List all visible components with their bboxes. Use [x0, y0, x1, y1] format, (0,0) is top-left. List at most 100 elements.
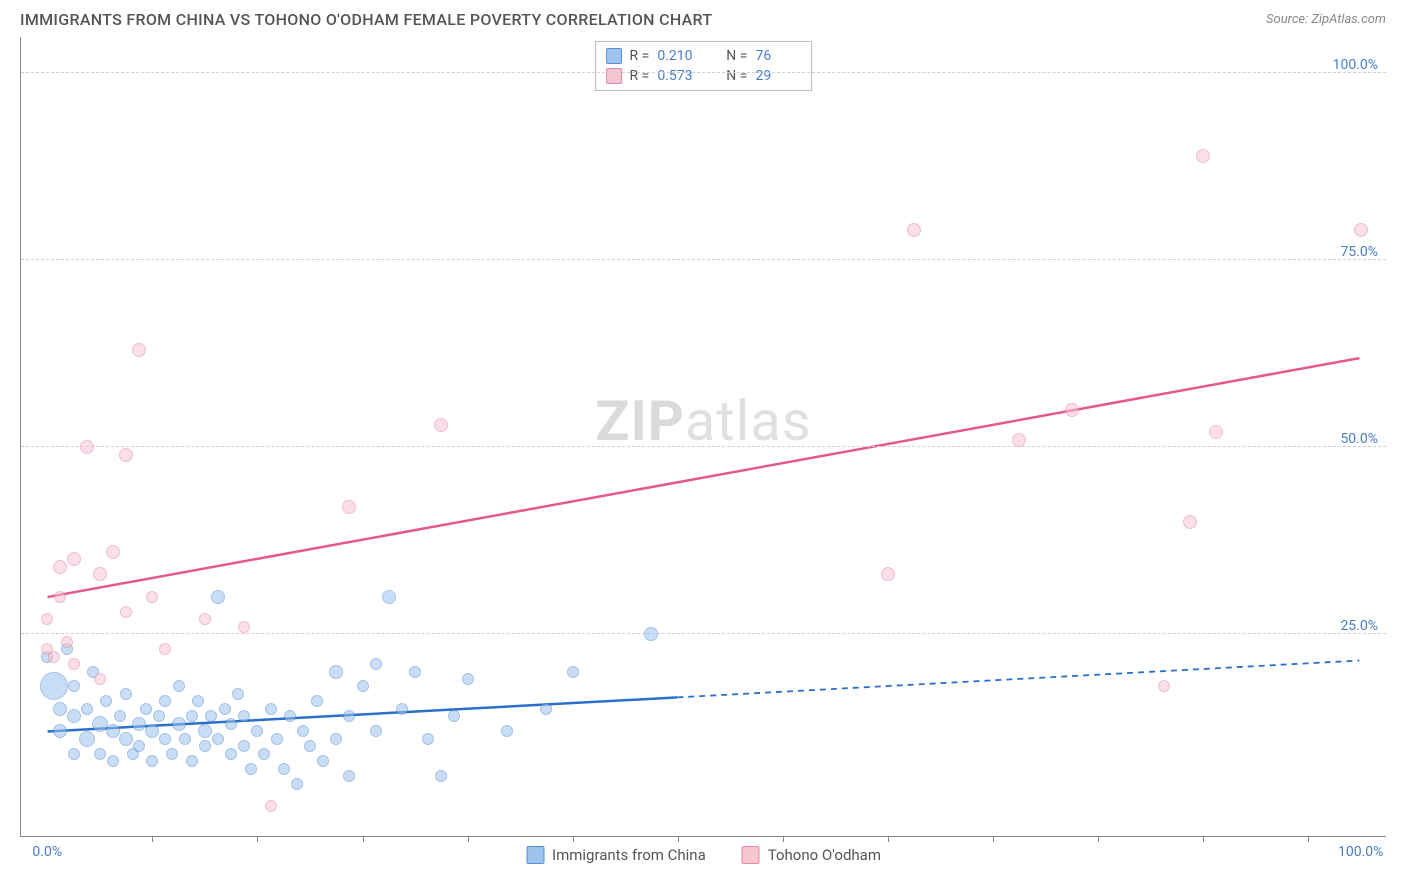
scatter-point — [68, 748, 80, 760]
x-minor-tick — [1308, 836, 1309, 842]
legend-stat-row: R = 0.573 N = 29 — [606, 66, 802, 86]
x-minor-tick — [363, 836, 364, 842]
scatter-point — [382, 590, 396, 604]
scatter-point — [159, 733, 171, 745]
x-tick-label: 0.0% — [32, 844, 62, 860]
legend-n-label: N = — [726, 68, 747, 84]
x-minor-tick — [573, 836, 574, 842]
chart-source: Source: ZipAtlas.com — [1266, 12, 1386, 27]
scatter-point — [159, 695, 171, 707]
scatter-point — [120, 688, 132, 700]
scatter-point — [212, 733, 224, 745]
scatter-point — [567, 666, 579, 678]
y-tick-label: 75.0% — [1340, 244, 1378, 260]
scatter-point — [67, 552, 81, 566]
scatter-point — [219, 703, 231, 715]
legend-n-label: N = — [726, 48, 747, 64]
scatter-point — [173, 680, 185, 692]
scatter-point — [540, 703, 552, 715]
y-tick-label: 50.0% — [1340, 431, 1378, 447]
scatter-point — [245, 763, 257, 775]
scatter-point — [370, 658, 382, 670]
scatter-point — [40, 672, 68, 700]
scatter-point — [119, 732, 133, 746]
legend-series-label: Immigrants from China — [552, 846, 706, 864]
x-tick-label: 100.0% — [1338, 844, 1383, 860]
scatter-point — [258, 748, 270, 760]
scatter-point — [53, 724, 67, 738]
scatter-point — [186, 755, 198, 767]
scatter-point — [907, 223, 921, 237]
scatter-point — [370, 725, 382, 737]
scatter-point — [94, 748, 106, 760]
scatter-point — [343, 710, 355, 722]
scatter-point — [80, 440, 94, 454]
trend-line — [48, 358, 1360, 597]
scatter-point — [317, 755, 329, 767]
legend-series-label: Tohono O'odham — [768, 846, 881, 864]
scatter-point — [238, 740, 250, 752]
scatter-point — [166, 748, 178, 760]
scatter-point — [329, 665, 343, 679]
scatter-point — [93, 567, 107, 581]
scatter-point — [54, 591, 66, 603]
scatter-point — [146, 591, 158, 603]
scatter-point — [146, 755, 158, 767]
chart-title: IMMIGRANTS FROM CHINA VS TOHONO O'ODHAM … — [20, 10, 712, 29]
scatter-point — [1183, 515, 1197, 529]
x-minor-tick — [888, 836, 889, 842]
y-tick-label: 100.0% — [1333, 57, 1378, 73]
scatter-point — [120, 606, 132, 618]
x-minor-tick — [468, 836, 469, 842]
scatter-point — [119, 448, 133, 462]
scatter-point — [192, 695, 204, 707]
scatter-point — [1065, 403, 1079, 417]
legend-swatch — [606, 68, 622, 84]
scatter-point — [304, 740, 316, 752]
scatter-point — [94, 673, 106, 685]
scatter-point — [396, 703, 408, 715]
scatter-point — [409, 666, 421, 678]
legend-stat-row: R = 0.210 N = 76 — [606, 46, 802, 66]
legend-swatch — [606, 48, 622, 64]
scatter-point — [41, 613, 53, 625]
scatter-point — [434, 418, 448, 432]
scatter-point — [225, 718, 237, 730]
scatter-point — [132, 717, 146, 731]
scatter-point — [644, 627, 658, 641]
scatter-point — [48, 651, 60, 663]
scatter-point — [1209, 425, 1223, 439]
scatter-point — [225, 748, 237, 760]
x-minor-tick — [783, 836, 784, 842]
scatter-point — [881, 567, 895, 581]
legend-r-label: R = — [630, 68, 650, 84]
x-minor-tick — [1098, 836, 1099, 842]
x-minor-tick — [678, 836, 679, 842]
scatter-point — [1196, 149, 1210, 163]
scatter-point — [501, 725, 513, 737]
scatter-point — [68, 680, 80, 692]
scatter-point — [179, 733, 191, 745]
legend-series-item: Tohono O'odham — [742, 846, 881, 864]
scatter-point — [53, 702, 67, 716]
grid-line — [21, 446, 1386, 447]
scatter-point — [462, 673, 474, 685]
scatter-point — [284, 710, 296, 722]
legend-swatch — [742, 846, 760, 864]
legend-n-value: 76 — [755, 48, 801, 64]
legend-swatch — [526, 846, 544, 864]
scatter-point — [132, 343, 146, 357]
scatter-point — [211, 590, 225, 604]
scatter-point — [107, 755, 119, 767]
legend-series-item: Immigrants from China — [526, 846, 706, 864]
scatter-point — [159, 643, 171, 655]
legend-stats: R = 0.210 N = 76R = 0.573 N = 29 — [595, 41, 813, 91]
trend-lines — [21, 37, 1386, 836]
scatter-point — [61, 636, 73, 648]
scatter-point — [330, 733, 342, 745]
scatter-point — [81, 703, 93, 715]
scatter-point — [265, 800, 277, 812]
legend-n-value: 29 — [755, 68, 801, 84]
scatter-point — [1012, 433, 1026, 447]
scatter-point — [53, 560, 67, 574]
